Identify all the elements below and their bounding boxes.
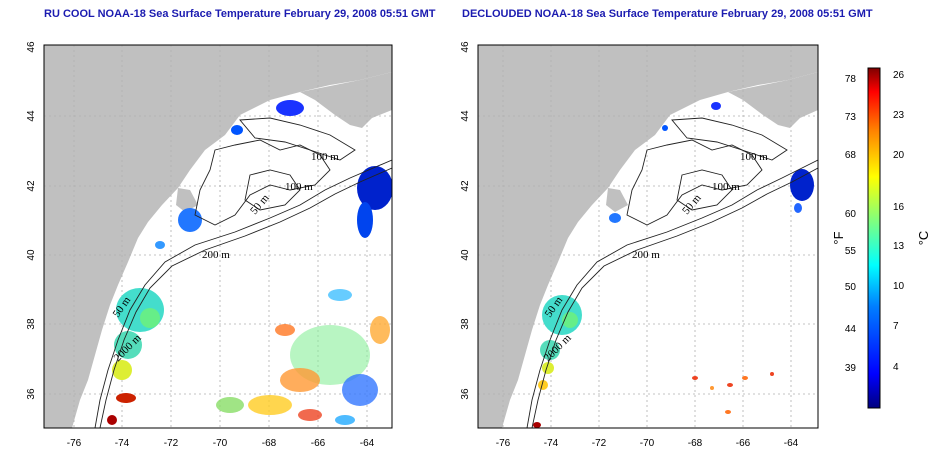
fahrenheit-unit-label: °F [831,231,846,244]
fahrenheit-tick: 50 [845,282,857,293]
cape-cod-land [176,188,198,212]
celsius-tick: 23 [893,110,905,121]
lat-tick: 44 [460,110,471,122]
right-lon-axis: -76 -74 -72 -70 -68 -66 -64 [496,438,799,449]
celsius-tick: 26 [893,70,905,81]
celsius-tick: 7 [893,321,899,332]
fahrenheit-tick: 68 [845,150,857,161]
lat-tick: 44 [26,110,37,122]
fahrenheit-tick: 73 [845,112,857,123]
lat-tick: 40 [460,249,471,261]
fahrenheit-tick: 55 [845,246,857,257]
contour-label-200m: 200 m [202,249,230,261]
lon-tick: -64 [784,438,799,449]
left-map-frame [43,44,393,429]
bathymetry-contours [94,117,392,428]
lon-tick: -64 [360,438,375,449]
lon-tick: -70 [640,438,655,449]
contour-label-100m-inner: 100 m [285,181,313,193]
nova-scotia-land [728,72,818,128]
colorbar-scale [867,67,881,409]
celsius-ticks: 26 23 20 16 13 10 7 4 [893,70,905,373]
left-map-panel: 100 m 100 m 50 m 200 m 50 m 2000 m -76 -… [26,41,393,449]
left-lat-axis: 46 44 42 40 38 36 [26,41,37,400]
lon-tick: -72 [164,438,179,449]
right-map-frame [477,44,819,429]
fahrenheit-tick: 39 [845,363,857,374]
celsius-tick: 20 [893,150,905,161]
lat-tick: 36 [26,388,37,400]
fahrenheit-tick: 44 [845,324,857,335]
celsius-tick: 13 [893,241,905,252]
lon-tick: -74 [544,438,559,449]
nova-scotia-land [300,72,392,128]
lon-tick: -74 [115,438,130,449]
contour-label-100m-inner: 100 m [712,181,740,193]
lat-tick: 38 [26,318,37,330]
right-map-panel: 100 m 100 m 50 m 200 m 50 m 2000 m -76 -… [460,41,819,449]
lat-tick: 42 [26,180,37,192]
fahrenheit-tick: 78 [845,74,857,85]
contour-label-200m: 200 m [632,249,660,261]
left-map-title: RU COOL NOAA-18 Sea Surface Temperature … [44,8,436,20]
lon-tick: -70 [213,438,228,449]
lat-tick: 36 [460,388,471,400]
right-lat-axis: 46 44 42 40 38 36 [460,41,471,400]
land-mass [478,45,818,428]
left-lon-axis: -76 -74 -72 -70 -68 -66 -64 [67,438,375,449]
lat-tick: 38 [460,318,471,330]
contour-label-100m: 100 m [740,151,768,163]
lon-tick: -72 [592,438,607,449]
temperature-colorbar: 78 73 68 60 55 50 44 39 26 23 20 16 13 1… [831,67,931,409]
contour-label-100m: 100 m [311,151,339,163]
lat-tick: 40 [26,249,37,261]
celsius-tick: 16 [893,202,905,213]
celsius-tick: 4 [893,362,899,373]
celsius-unit-label: °C [916,231,931,246]
bathymetry-contours [526,117,818,428]
grid-lines [478,45,818,428]
lon-tick: -76 [67,438,82,449]
lon-tick: -66 [311,438,326,449]
lat-tick: 42 [460,180,471,192]
lon-tick: -68 [262,438,277,449]
sst-patches [107,100,392,425]
celsius-tick: 10 [893,281,905,292]
lon-tick: -66 [736,438,751,449]
lat-tick: 46 [460,41,471,53]
lon-tick: -68 [688,438,703,449]
cape-cod-land [606,188,628,212]
lat-tick: 46 [26,41,37,53]
fahrenheit-tick: 60 [845,209,857,220]
fahrenheit-ticks: 78 73 68 60 55 50 44 39 [845,74,857,374]
lon-tick: -76 [496,438,511,449]
right-map-title: DECLOUDED NOAA-18 Sea Surface Temperatur… [462,8,873,20]
land-mass [44,45,392,428]
